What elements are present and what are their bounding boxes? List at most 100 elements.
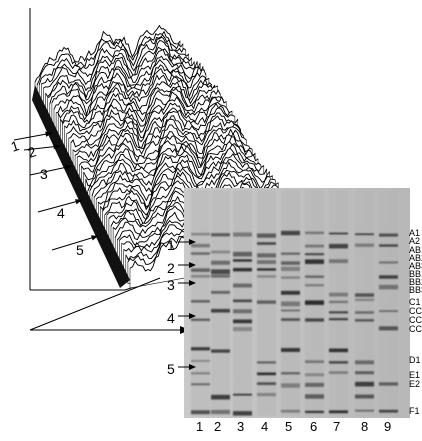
surface-ridge-line — [38, 34, 187, 86]
gel-band — [191, 252, 210, 255]
gel-band — [233, 327, 252, 332]
gel-band — [191, 410, 210, 415]
band-label-ab1: AB1 — [409, 245, 422, 255]
surface-arrow-4 — [37, 199, 83, 213]
gel-band — [281, 276, 300, 279]
gel-band — [281, 309, 300, 312]
gel-band — [233, 232, 252, 237]
gel-marker-arrowhead-1 — [189, 239, 196, 245]
gel-marker-arrowhead-5 — [189, 364, 196, 370]
gel-lane-3 — [233, 190, 252, 416]
gel-band — [257, 233, 276, 238]
surface-ridge-line — [77, 112, 239, 163]
gel-band — [305, 252, 324, 256]
gel-band — [233, 299, 252, 303]
surface-arrow-3 — [29, 165, 73, 176]
band-label-cc2: CC2 — [409, 315, 422, 325]
lane-label-7: 7 — [333, 419, 341, 434]
lane-label-8: 8 — [361, 419, 369, 434]
gel-band — [355, 298, 374, 302]
surface-label-5: 5 — [76, 242, 84, 258]
surface-ridge-line — [47, 48, 198, 99]
gel-band — [305, 259, 324, 265]
gel-band — [355, 381, 374, 387]
gel-band — [379, 284, 398, 290]
gel-band — [191, 383, 210, 386]
gel-band — [233, 251, 252, 257]
gel-band — [257, 275, 276, 278]
marker-label-4: 4 — [167, 310, 175, 326]
gel-band — [329, 348, 348, 353]
gel-band — [281, 230, 300, 236]
surface-ridge-line — [55, 68, 210, 118]
gel-marker-arrowhead-4 — [189, 313, 196, 319]
gel-lane-1 — [191, 190, 210, 416]
gel-band — [379, 409, 398, 413]
gel-band — [305, 318, 324, 322]
gel-band — [211, 233, 230, 237]
lane-label-1: 1 — [196, 419, 204, 434]
gel-band — [191, 274, 210, 278]
gel-band — [211, 308, 230, 313]
gel-band — [233, 393, 252, 396]
gel-marker-arrowhead-2 — [189, 262, 196, 268]
gel-band — [379, 233, 398, 237]
gel-band — [211, 409, 230, 415]
gel-band — [257, 361, 276, 364]
gel-band — [355, 243, 374, 247]
gel-band — [379, 326, 398, 331]
gel-band — [329, 360, 348, 364]
gel-band — [191, 268, 210, 273]
gel-band — [329, 317, 348, 321]
band-label-a1: A1 — [409, 228, 421, 238]
gel-band — [191, 299, 210, 303]
lane-label-6: 6 — [310, 419, 318, 434]
surface-arrows — [13, 131, 99, 251]
gel-band — [355, 311, 374, 314]
gel-band — [355, 394, 374, 399]
surface-ridge-line — [34, 24, 181, 83]
band-label-bb2: BB2 — [409, 277, 422, 287]
gel-marker-arrowhead-3 — [189, 280, 196, 286]
surface-ridge-line — [85, 128, 250, 187]
gel-band — [305, 394, 324, 399]
surface-arrowhead-5 — [91, 235, 98, 241]
connector-lines — [29, 277, 190, 334]
surface-ridge-line — [45, 46, 195, 98]
gel-band — [191, 318, 210, 322]
gel-band — [233, 410, 252, 416]
gel-band — [211, 394, 230, 400]
gel-band — [257, 260, 276, 265]
gel-band — [211, 349, 230, 353]
gel-band — [329, 292, 348, 297]
gel-band — [329, 232, 348, 235]
surface-arrowhead-3 — [65, 164, 72, 171]
gel-marker-arrows — [178, 239, 196, 370]
gel-band — [329, 371, 348, 374]
surface-label-4: 4 — [57, 205, 65, 221]
gel-band — [281, 266, 300, 272]
surface-arrowhead-1 — [45, 131, 52, 137]
gel-band — [257, 392, 276, 397]
surface-ridge-line — [36, 30, 184, 86]
gel-band — [329, 243, 348, 249]
surface-ridge-line — [83, 126, 247, 181]
band-label-cc1: CC1 — [409, 306, 422, 316]
gel-band — [233, 259, 252, 262]
gel-image — [184, 188, 410, 418]
gel-band — [211, 260, 230, 265]
gel-band — [281, 347, 300, 353]
gel-band — [355, 233, 374, 236]
lane-label-4: 4 — [261, 419, 269, 434]
surface-ridge-line — [66, 90, 224, 135]
gel-band — [257, 268, 276, 271]
surface-ridge-line — [102, 161, 273, 212]
gel-band — [305, 275, 324, 279]
surface-front-edge — [32, 85, 130, 288]
gel-band — [281, 261, 300, 265]
surface-ridge-line — [49, 55, 201, 105]
surface-ridge-line — [64, 87, 221, 132]
band-label-e2: E2 — [409, 379, 421, 389]
lane-label-2: 2 — [214, 419, 222, 434]
